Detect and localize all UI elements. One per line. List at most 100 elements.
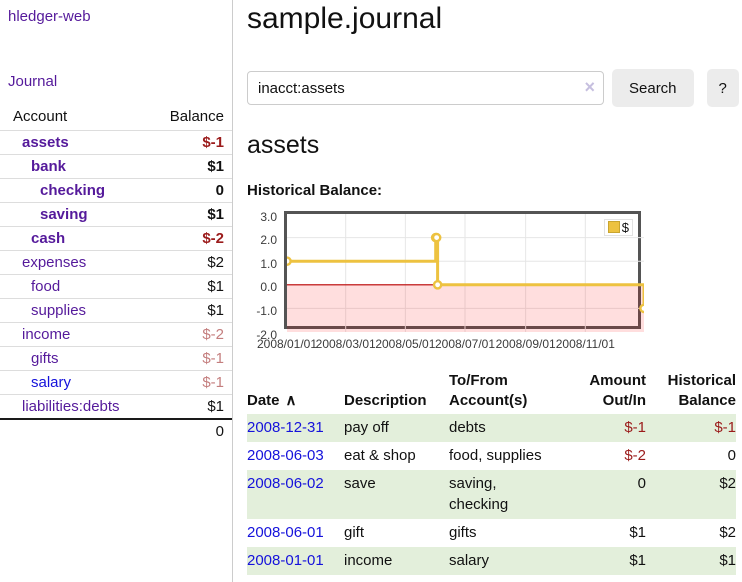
account-link-expenses[interactable]: expenses xyxy=(22,254,87,271)
account-row: food $1 xyxy=(0,274,232,299)
register-row: 2008-06-03 eat & shop food, supplies $-2 0 xyxy=(247,442,736,470)
transaction-accounts: food, supplies xyxy=(449,446,542,464)
account-link-assets[interactable]: assets xyxy=(22,134,69,151)
y-axis-tick-label: 1.0 xyxy=(260,256,277,271)
account-balance: $1 xyxy=(142,154,232,179)
y-axis-tick-label: -2.0 xyxy=(256,327,277,342)
sidebar-item-journal[interactable]: Journal xyxy=(8,73,58,90)
register-header-date[interactable]: Date ∧ xyxy=(247,391,297,409)
search-row: × Search ? xyxy=(247,69,739,107)
data-point xyxy=(431,232,442,242)
accounts-total-value: 0 xyxy=(142,418,232,443)
data-point xyxy=(639,303,644,313)
transaction-date-link[interactable]: 2008-06-03 xyxy=(247,446,324,464)
main-content: sample.journal × Search ? assets Histori… xyxy=(233,0,742,582)
account-row: liabilities:debts $1 xyxy=(0,394,232,419)
transaction-date-link[interactable]: 2008-06-01 xyxy=(247,524,324,541)
register-header-row: Date ∧ Description To/From Account(s) Amount… xyxy=(247,369,736,415)
account-row: cash $-2 xyxy=(0,226,232,251)
account-balance: $-1 xyxy=(142,370,232,395)
transaction-accounts: debts xyxy=(449,419,486,436)
transaction-amount: $-1 xyxy=(624,419,646,436)
accounts-header-balance: Balance xyxy=(169,108,224,125)
account-row: supplies $1 xyxy=(0,298,232,323)
account-link-cash[interactable]: cash xyxy=(31,230,66,247)
accounts-total-row: 0 xyxy=(0,418,232,443)
x-axis-tick-label: 2008/01/01 xyxy=(256,336,318,351)
app-title-link[interactable]: hledger-web xyxy=(8,8,91,25)
account-row: expenses $2 xyxy=(0,250,232,275)
account-row: checking 0 xyxy=(0,178,232,203)
accounts-header-account: Account xyxy=(13,108,68,125)
search-input[interactable] xyxy=(247,71,604,105)
y-axis-tick-label: -1.0 xyxy=(256,303,277,318)
transaction-balance: $-1 xyxy=(714,419,736,436)
transaction-date-link[interactable]: 2008-06-02 xyxy=(247,474,324,492)
account-row: saving $1 xyxy=(0,202,232,227)
account-link-food[interactable]: food xyxy=(31,278,61,295)
accounts-table: Account Balance assets $-1 bank $1 checking 0… xyxy=(0,105,232,443)
transaction-amount: 0 xyxy=(637,474,646,492)
data-point xyxy=(287,255,292,266)
account-heading: assets xyxy=(247,131,320,159)
transaction-accounts: salary xyxy=(449,551,490,569)
register-table: Date ∧ Description To/From Account(s) Amount… xyxy=(247,369,736,575)
account-row: salary $-1 xyxy=(0,370,232,395)
register-header-to-from-account-s-: To/From Account(s) xyxy=(449,371,528,409)
account-row: gifts $-1 xyxy=(0,346,232,371)
x-axis-tick-label: 2008/05/01 xyxy=(375,336,436,351)
balance-chart: $ 3.0 2.0 1.0 0.0 -1.0 -2.0 2008/01/01 2008/03/… xyxy=(256,210,647,351)
legend-label: $ xyxy=(621,219,629,235)
account-balance: $-2 xyxy=(142,322,232,347)
transaction-balance: $2 xyxy=(719,524,736,541)
register-row: 2008-06-02 save saving, checking 0 $2 xyxy=(247,469,736,519)
account-link-income[interactable]: income xyxy=(22,326,71,343)
transaction-balance: 0 xyxy=(727,446,736,464)
transaction-amount: $1 xyxy=(629,551,646,569)
account-row: income $-2 xyxy=(0,322,232,347)
y-axis-tick-label: 0.0 xyxy=(260,280,277,295)
account-link-saving[interactable]: saving xyxy=(40,206,88,223)
accounts-table-body: assets $-1 bank $1 checking 0 saving $1 cash $-2 e… xyxy=(0,130,232,419)
account-link-supplies[interactable]: supplies xyxy=(31,302,87,319)
account-link-checking[interactable]: checking xyxy=(40,182,106,199)
page-title: sample.journal xyxy=(247,2,443,35)
sidebar: hledger-web Journal Account Balance asse… xyxy=(0,0,233,582)
transaction-description: eat & shop xyxy=(344,446,416,464)
y-axis-tick-label: 3.0 xyxy=(260,209,277,224)
account-link-bank[interactable]: bank xyxy=(31,158,67,175)
transaction-accounts: saving, checking xyxy=(449,474,509,514)
chart-label: Historical Balance: xyxy=(247,181,383,199)
register-row: 2008-01-01 income salary $1 $1 xyxy=(247,546,736,575)
transaction-date-link[interactable]: 2008-12-31 xyxy=(247,419,324,436)
transaction-description: pay off xyxy=(344,419,389,436)
register-row: 2008-06-01 gift gifts $1 $2 xyxy=(247,519,736,547)
register-row: 2008-12-31 pay off debts $-1 $-1 xyxy=(247,414,736,442)
search-box: × xyxy=(247,71,604,105)
transaction-date-link[interactable]: 2008-01-01 xyxy=(247,551,324,569)
x-axis-tick-label: 2008/03/01 xyxy=(315,336,376,351)
search-button[interactable]: Search xyxy=(612,69,694,107)
account-balance: $1 xyxy=(142,298,232,323)
x-axis-tick-label: 2008/09/01 xyxy=(495,336,556,351)
sort-asc-icon: ∧ xyxy=(285,391,297,409)
data-point xyxy=(432,279,443,290)
transaction-description: gift xyxy=(344,524,365,541)
account-balance: $-1 xyxy=(142,346,232,371)
transaction-accounts: gifts xyxy=(449,524,477,541)
register-header-description: Description xyxy=(344,391,427,409)
clear-search-icon[interactable]: × xyxy=(584,77,595,97)
y-axis-tick-label: 2.0 xyxy=(260,233,277,248)
chart-plot-area[interactable]: $ xyxy=(284,210,644,332)
account-balance: $2 xyxy=(142,250,232,275)
chart-legend: $ xyxy=(603,218,633,236)
account-link-salary[interactable]: salary xyxy=(31,374,72,391)
help-button[interactable]: ? xyxy=(706,69,739,107)
transaction-amount: $1 xyxy=(629,524,646,541)
register-table-body: 2008-12-31 pay off debts $-1 $-1 2008-06-03 ea… xyxy=(247,414,736,575)
account-balance: 0 xyxy=(142,178,232,203)
account-link-gifts[interactable]: gifts xyxy=(31,350,59,367)
account-balance: $1 xyxy=(142,274,232,299)
account-link-liabilities-debts[interactable]: liabilities:debts xyxy=(22,398,120,415)
